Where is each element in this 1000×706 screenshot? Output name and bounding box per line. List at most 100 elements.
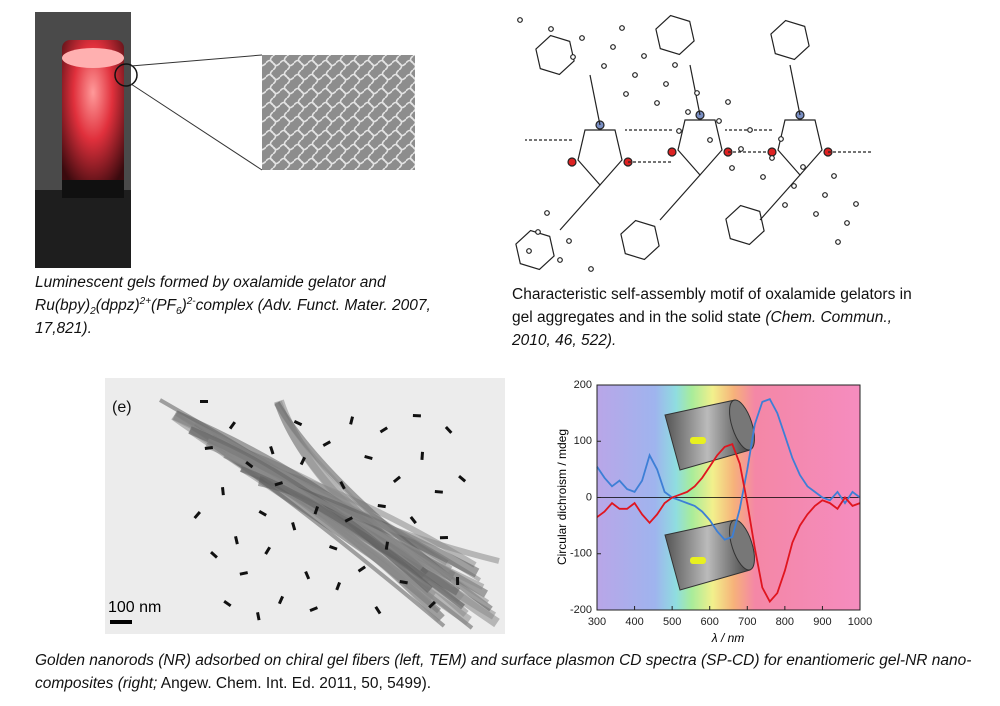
caption-text: complex (Adv. Funct. Mater. 2007, 17,821… bbox=[35, 297, 431, 337]
atom-h bbox=[548, 26, 554, 32]
atom-h bbox=[831, 173, 837, 179]
panel-label: (e) bbox=[112, 399, 132, 416]
nanorod bbox=[357, 565, 366, 573]
atom-h bbox=[588, 266, 594, 272]
zoom-line bbox=[130, 83, 263, 171]
atom-h bbox=[760, 174, 766, 180]
y-tick-label: 0 bbox=[586, 491, 592, 503]
atom-h bbox=[641, 53, 647, 59]
atom-h bbox=[566, 238, 572, 244]
atom-h bbox=[623, 91, 629, 97]
nanorod bbox=[256, 612, 261, 621]
caption-top-left: Luminescent gels formed by oxalamide gel… bbox=[35, 271, 475, 340]
atom-h bbox=[579, 35, 585, 41]
y-tick-label: -200 bbox=[570, 604, 592, 616]
atom-h bbox=[729, 165, 735, 171]
atom-h bbox=[619, 25, 625, 31]
nanorod bbox=[349, 416, 354, 425]
nanorod bbox=[379, 426, 388, 434]
x-tick-label: 900 bbox=[813, 616, 831, 628]
caption-text: 2 bbox=[90, 306, 96, 318]
nanorod bbox=[377, 504, 386, 509]
atom-h bbox=[822, 192, 828, 198]
nanorod bbox=[412, 414, 421, 418]
atom-o bbox=[767, 147, 777, 157]
bond bbox=[659, 174, 701, 221]
y-tick-label: -100 bbox=[570, 548, 592, 560]
nanorod bbox=[264, 546, 271, 555]
atom-h bbox=[676, 128, 682, 134]
nanorod bbox=[458, 475, 467, 483]
caption-text: 2- bbox=[186, 295, 196, 307]
nanorod bbox=[456, 577, 460, 586]
scale-bar bbox=[110, 620, 132, 624]
x-axis-label: λ / nm bbox=[711, 631, 745, 645]
atom-h bbox=[544, 210, 550, 216]
x-tick-label: 600 bbox=[701, 616, 719, 628]
x-tick-label: 500 bbox=[663, 616, 681, 628]
x-tick-label: 300 bbox=[588, 616, 606, 628]
inset-rod bbox=[690, 557, 706, 564]
bond bbox=[677, 119, 723, 176]
atom-h bbox=[685, 109, 691, 115]
nanorod bbox=[384, 541, 390, 550]
caption-text: Luminescent gels formed by oxalamide gel… bbox=[35, 274, 386, 314]
nanorod bbox=[428, 600, 437, 609]
nanorod bbox=[200, 400, 208, 403]
nanorod bbox=[328, 545, 338, 551]
nanorod bbox=[221, 487, 225, 496]
bond bbox=[759, 174, 801, 221]
atom-h bbox=[800, 164, 806, 170]
atom-h bbox=[654, 100, 660, 106]
caption-text: ) bbox=[181, 297, 187, 314]
ring bbox=[515, 229, 555, 271]
scale-bar-label: 100 nm bbox=[108, 599, 161, 616]
nanorod bbox=[299, 456, 306, 466]
ring bbox=[620, 219, 660, 261]
caption-text: 6 bbox=[176, 306, 182, 318]
caption-bottom: Golden nanorods (NR) adsorbed on chiral … bbox=[35, 649, 985, 695]
y-tick-label: 200 bbox=[574, 379, 592, 391]
atom-h bbox=[716, 118, 722, 124]
x-tick-label: 800 bbox=[776, 616, 794, 628]
nanorod bbox=[439, 536, 448, 540]
bond bbox=[589, 74, 601, 126]
tem-image bbox=[105, 378, 505, 634]
nanorod bbox=[269, 446, 275, 455]
atom-h bbox=[813, 211, 819, 217]
caption-text: Characteristic self-assembly motif of ox… bbox=[512, 286, 912, 326]
atom-h bbox=[782, 202, 788, 208]
ring bbox=[655, 14, 695, 56]
bond bbox=[577, 129, 623, 186]
nanorod bbox=[364, 455, 373, 460]
molecular-structure bbox=[515, 14, 872, 272]
nanorod bbox=[291, 522, 297, 531]
atom-h bbox=[672, 62, 678, 68]
caption-text: Golden nanorods (NR) adsorbed on chiral … bbox=[35, 652, 972, 692]
nanorod bbox=[278, 595, 285, 605]
bond bbox=[789, 64, 801, 116]
atom-h bbox=[769, 155, 775, 161]
nanorod bbox=[228, 421, 236, 430]
caption-text: 2+ bbox=[139, 295, 152, 307]
nanorod bbox=[444, 426, 453, 434]
nanorod bbox=[339, 481, 346, 490]
nanorod bbox=[204, 446, 214, 450]
caption-text: (PF bbox=[151, 297, 177, 314]
nanorod bbox=[434, 490, 443, 494]
atom-h bbox=[694, 90, 700, 96]
ring bbox=[770, 19, 810, 61]
y-axis-label: Circular dichroism / mdeg bbox=[555, 429, 569, 565]
caption-text: (dppz) bbox=[95, 297, 140, 314]
nanorod bbox=[344, 516, 353, 523]
zoom-line bbox=[130, 54, 263, 67]
nanorod bbox=[274, 481, 283, 487]
atom-h bbox=[738, 146, 744, 152]
caption-citation: Angew. Chem. Int. Ed. 2011, 50, 5499). bbox=[160, 675, 432, 692]
atom-o bbox=[667, 147, 677, 157]
cd-line bbox=[596, 442, 861, 604]
vial-photo bbox=[35, 12, 138, 268]
atom-h bbox=[526, 248, 532, 254]
